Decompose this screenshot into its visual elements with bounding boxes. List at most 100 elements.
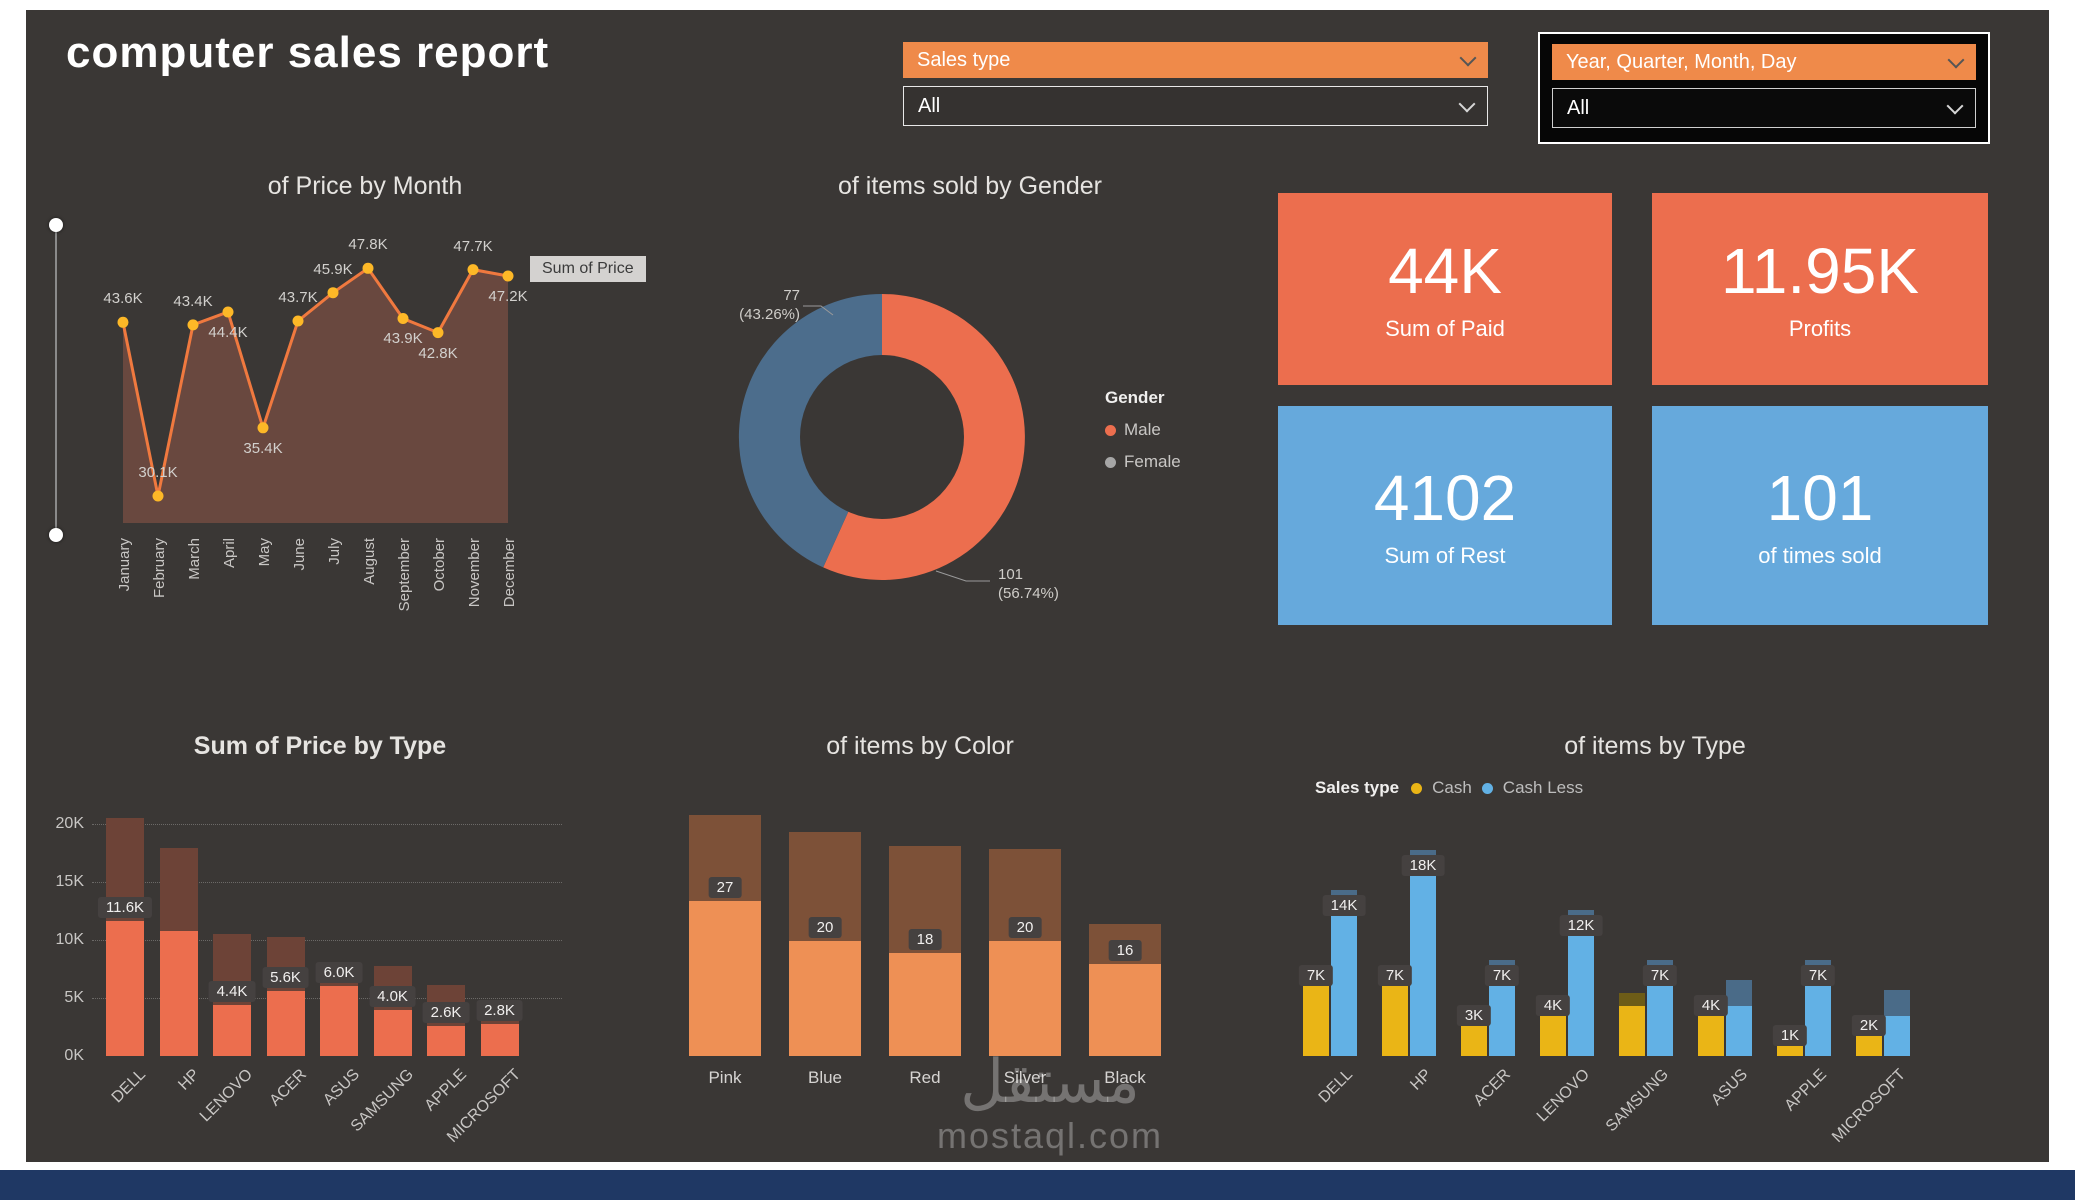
data-point[interactable] xyxy=(432,327,444,339)
bar-cashless-segment[interactable] xyxy=(1647,986,1673,1056)
kpi-profits: 11.95K Profits xyxy=(1652,193,1988,385)
bar-plot-area: 7K 14K DELL 7K 18K HP 3K 7K ACER 4K 12K LENOVO 7K SAM… xyxy=(1270,720,2040,1160)
bar-value-label: 20 xyxy=(1008,917,1042,939)
kpi-times-sold: 101 of times sold xyxy=(1652,406,1988,625)
sales-type-label: Sales type xyxy=(917,48,1011,71)
x-axis-label: October xyxy=(431,538,448,592)
x-axis-label: ASUS xyxy=(320,1066,364,1109)
x-axis-label: SAMSUNG xyxy=(347,1066,417,1136)
line-chart-svg xyxy=(117,262,514,523)
kpi-value: 44K xyxy=(1388,235,1502,307)
range-slider[interactable] xyxy=(48,215,64,545)
slider-track[interactable] xyxy=(55,225,57,531)
bar-plot-area: 27 Pink 20 Blue 18 Red 20 Silver 16 Black xyxy=(640,720,1200,1160)
data-point[interactable] xyxy=(257,422,269,434)
watermark: مستقل mostaql.com xyxy=(840,1050,1260,1158)
x-axis-label: APPLE xyxy=(421,1066,471,1115)
x-axis-label: HP xyxy=(174,1066,203,1094)
watermark-arabic: مستقل xyxy=(960,1048,1140,1115)
bar-cashless-segment[interactable] xyxy=(1489,986,1515,1056)
x-axis-label: July xyxy=(326,538,343,565)
bar-items-segment[interactable] xyxy=(789,941,861,1056)
data-point[interactable] xyxy=(467,264,479,276)
data-label: 45.9K xyxy=(313,260,353,278)
bar-value-label: 4.0K xyxy=(369,985,416,1007)
legend-title: Sales type xyxy=(1315,778,1400,797)
bar-cashless-segment[interactable] xyxy=(1331,916,1357,1056)
bar-price-segment[interactable] xyxy=(373,1009,412,1056)
bar-cashless-segment[interactable] xyxy=(1410,876,1436,1056)
bar-cashless-segment[interactable] xyxy=(1805,986,1831,1056)
bar-value-label: 4K xyxy=(1535,995,1571,1016)
x-axis-label: March xyxy=(186,538,203,580)
sales-type-dropdown-header[interactable]: Sales type xyxy=(903,42,1488,78)
kpi-label: of times sold xyxy=(1758,542,1882,568)
bar-items-segment[interactable] xyxy=(1089,964,1161,1056)
bar-cap-segment[interactable] xyxy=(1884,990,1910,1016)
bar-items-segment[interactable] xyxy=(989,941,1061,1056)
legend-item-female[interactable]: Female xyxy=(1105,452,1181,472)
footer-bar xyxy=(0,1170,2075,1200)
bar-price-segment[interactable] xyxy=(266,991,305,1056)
bar-value-label: 2K xyxy=(1851,1015,1887,1036)
x-axis-label: DELL xyxy=(108,1066,150,1107)
date-filter-label: Year, Quarter, Month, Day xyxy=(1566,50,1797,73)
bar-cash-segment[interactable] xyxy=(1619,1006,1645,1056)
bar-price-segment[interactable] xyxy=(320,986,358,1056)
data-point[interactable] xyxy=(502,270,514,282)
data-label: 30.1K xyxy=(138,463,178,481)
bar-cash-segment[interactable] xyxy=(1540,1016,1566,1056)
data-label: 47.7K xyxy=(453,237,493,255)
bar-value-label: 11.6K xyxy=(97,897,153,919)
callout-female: 77 (43.26%) xyxy=(708,286,800,324)
bar-price-segment[interactable] xyxy=(106,921,144,1056)
bar-cashless-segment[interactable] xyxy=(1726,1006,1752,1056)
bar-items-segment[interactable] xyxy=(689,901,761,1056)
x-axis-label: April xyxy=(221,538,238,569)
data-label: 43.6K xyxy=(103,290,143,308)
slider-handle-top[interactable] xyxy=(49,218,63,232)
chart-items-by-type: of items by Type Sales type Cash Cash Le… xyxy=(1270,720,2040,1160)
y-axis-label: 5K xyxy=(64,989,84,1006)
watermark-latin: mostaql.com xyxy=(936,1115,1164,1156)
sales-type-select[interactable]: All xyxy=(903,86,1488,126)
bar-price-segment[interactable] xyxy=(159,930,198,1056)
date-filter-select[interactable]: All xyxy=(1552,88,1976,128)
data-point[interactable] xyxy=(327,287,339,299)
bar-cash-segment[interactable] xyxy=(1777,1046,1803,1056)
bar-cash-segment[interactable] xyxy=(1382,986,1408,1056)
bar-value-label: 3K xyxy=(1456,1005,1492,1026)
data-point[interactable] xyxy=(292,315,304,327)
bar-cash-segment[interactable] xyxy=(1461,1026,1487,1056)
data-point[interactable] xyxy=(117,316,129,328)
bar-value-label: 2.6K xyxy=(422,1001,470,1023)
x-axis-label: August xyxy=(361,538,378,585)
data-point[interactable] xyxy=(187,319,199,331)
bar-cashless-segment[interactable] xyxy=(1568,936,1594,1056)
bar-cash-segment[interactable] xyxy=(1856,1036,1882,1056)
bar-cap-segment[interactable] xyxy=(1726,980,1752,1006)
x-axis-label: January xyxy=(116,538,133,592)
kpi-label: Profits xyxy=(1788,316,1852,341)
bar-cashless-segment[interactable] xyxy=(1884,1016,1910,1056)
bar-price-segment[interactable] xyxy=(480,1023,519,1056)
data-point[interactable] xyxy=(397,313,409,324)
bar-price-segment[interactable] xyxy=(427,1025,465,1056)
data-point[interactable] xyxy=(362,262,374,274)
x-axis-label: Pink xyxy=(708,1068,742,1087)
line-plot-area: 43.6K 30.1K 43.4K 44.4K 35.4K 43.7K 45.9K 47.8K… xyxy=(95,230,575,530)
slider-handle-bottom[interactable] xyxy=(49,528,63,542)
bar-value-label: 2.8K xyxy=(476,999,523,1021)
data-point[interactable] xyxy=(152,490,164,502)
legend-item-male[interactable]: Male xyxy=(1105,420,1181,440)
data-point[interactable] xyxy=(222,306,234,318)
bar-cash-segment[interactable] xyxy=(1303,986,1329,1056)
bar-upper-segment[interactable] xyxy=(159,848,198,931)
bar-price-segment[interactable] xyxy=(213,1004,251,1056)
bar-cap-segment[interactable] xyxy=(1619,993,1645,1006)
bar-cash-segment[interactable] xyxy=(1698,1016,1724,1056)
callout-male: 101 (56.74%) xyxy=(998,565,1108,603)
x-axis-label: Silver xyxy=(1003,1068,1047,1087)
bar-items-segment[interactable] xyxy=(889,952,961,1056)
date-dropdown-header[interactable]: Year, Quarter, Month, Day xyxy=(1552,44,1976,80)
